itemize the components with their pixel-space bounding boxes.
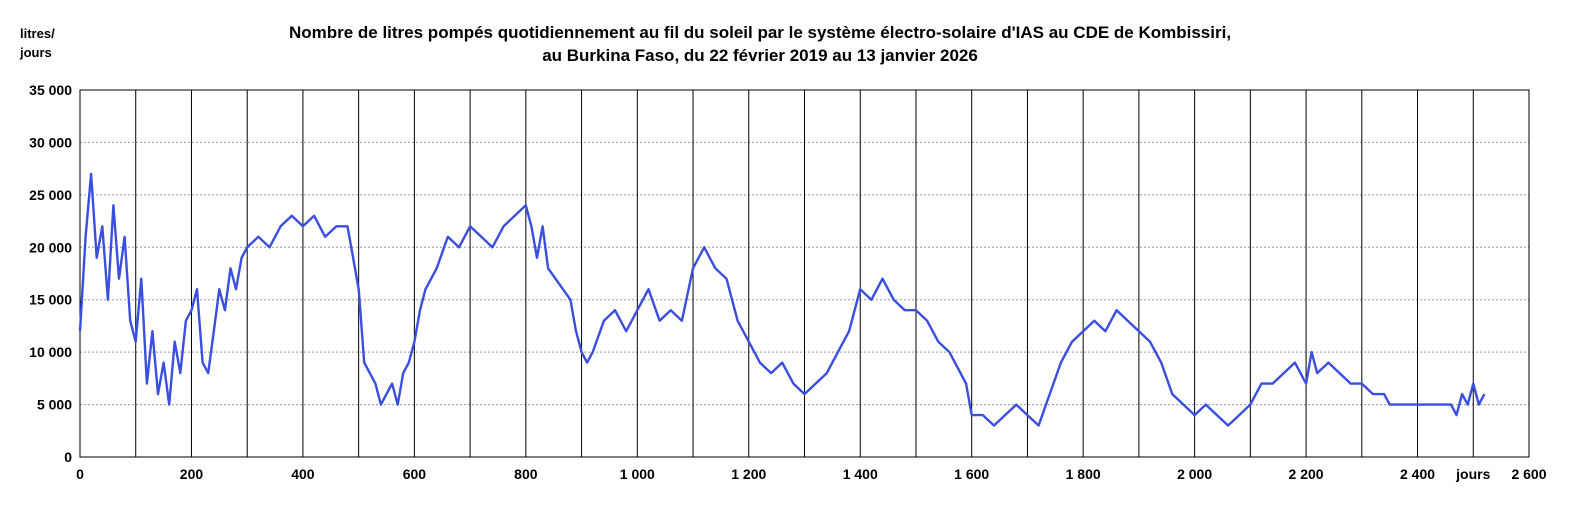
x-tick-label: 0 — [76, 466, 84, 482]
x-axis-label: jours — [1455, 466, 1490, 482]
x-tick-label: 2 200 — [1289, 466, 1324, 482]
chart-title: Nombre de litres pompés quotidiennement … — [289, 23, 1231, 42]
x-tick-label: 1 800 — [1066, 466, 1101, 482]
y-tick-label: 0 — [64, 449, 72, 465]
x-tick-label: 1 600 — [954, 466, 989, 482]
x-tick-label: 2 600 — [1511, 466, 1546, 482]
y-tick-label: 35 000 — [29, 82, 72, 98]
chart-subtitle: au Burkina Faso, du 22 février 2019 au 1… — [542, 46, 978, 65]
x-tick-label: 200 — [180, 466, 204, 482]
x-tick-labels: 0 200 400 600 800 1 000 1 200 1 400 1 600 1 800 2 … — [76, 466, 1547, 482]
y-tick-label: 20 000 — [29, 239, 72, 255]
plot-frame — [79, 89, 1530, 458]
x-tick-label: 1 400 — [843, 466, 878, 482]
x-tick-label: 1 200 — [731, 466, 766, 482]
x-tick-label: 600 — [403, 466, 427, 482]
y-tick-label: 30 000 — [29, 134, 72, 150]
x-tick-label: 2 400 — [1400, 466, 1435, 482]
grid — [80, 90, 1529, 457]
y-tick-labels: 0 5 000 10 000 15 000 20 000 25 000 30 000 35 0… — [29, 82, 72, 465]
y-tick-label: 10 000 — [29, 344, 72, 360]
y-tick-label: 25 000 — [29, 187, 72, 203]
series-line — [78, 172, 1486, 427]
x-tick-label: 2 000 — [1177, 466, 1212, 482]
y-axis-label-line1: litres/ — [20, 26, 55, 41]
y-tick-label: 15 000 — [29, 292, 72, 308]
x-tick-label: 800 — [514, 466, 538, 482]
x-tick-label: 1 000 — [620, 466, 655, 482]
x-tick-label: 400 — [291, 466, 315, 482]
y-axis-label-line2: jours — [19, 45, 52, 60]
y-tick-label: 5 000 — [37, 397, 72, 413]
